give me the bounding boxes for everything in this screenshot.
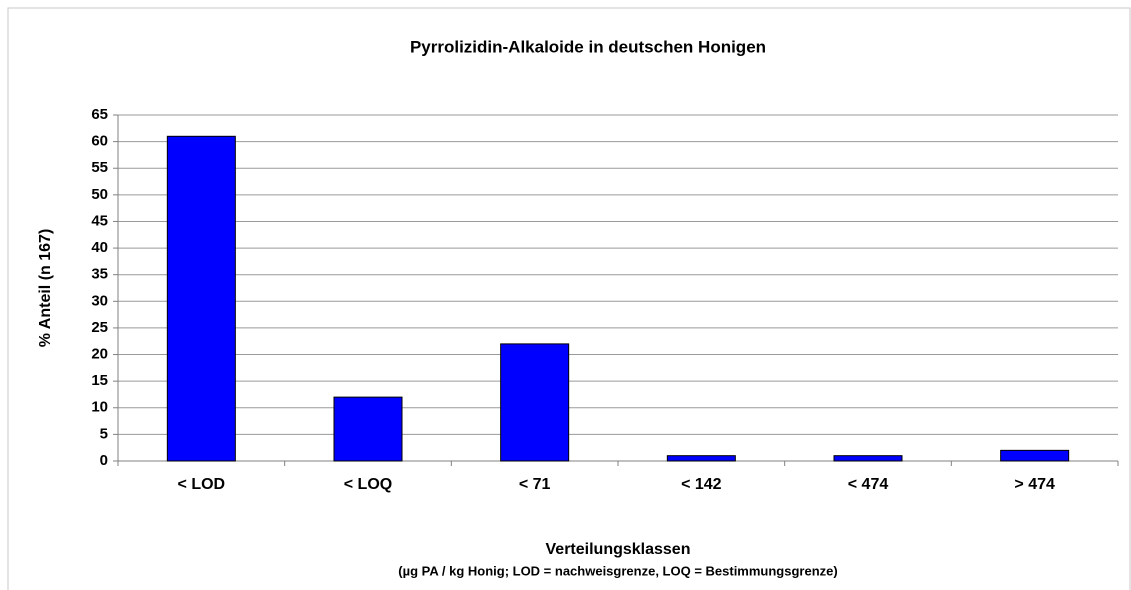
y-axis-label: % Anteil (n 167) bbox=[37, 229, 54, 348]
x-tick-label: < 142 bbox=[681, 476, 722, 493]
y-tick-label: 55 bbox=[91, 159, 108, 176]
x-tick-label: < 474 bbox=[848, 476, 889, 493]
y-tick-label: 5 bbox=[100, 425, 108, 442]
x-axis-label: Verteilungsklassen bbox=[546, 541, 691, 558]
x-tick-label: < LOQ bbox=[344, 476, 392, 493]
y-tick-label: 50 bbox=[91, 186, 108, 203]
y-tick-label: 40 bbox=[91, 239, 108, 256]
bar bbox=[833, 455, 903, 462]
chart-frame bbox=[7, 7, 1131, 590]
y-tick-label: 15 bbox=[91, 372, 108, 389]
y-tick-label: 20 bbox=[91, 346, 108, 363]
y-tick-label: 35 bbox=[91, 266, 108, 283]
bar bbox=[666, 455, 736, 462]
bar bbox=[1000, 449, 1070, 462]
x-tick-label: < LOD bbox=[178, 476, 226, 493]
y-tick-label: 10 bbox=[91, 399, 108, 416]
bar bbox=[500, 343, 570, 462]
x-axis-sublabel: (µg PA / kg Honig; LOD = nachweisgrenze,… bbox=[398, 563, 837, 578]
bar bbox=[333, 396, 403, 462]
bar bbox=[166, 135, 236, 462]
y-tick-label: 30 bbox=[91, 292, 108, 309]
y-tick-label: 25 bbox=[91, 319, 108, 336]
x-tick-label: < 71 bbox=[519, 476, 551, 493]
y-tick-label: 0 bbox=[100, 452, 108, 469]
y-tick-label: 60 bbox=[91, 133, 108, 150]
x-tick-label: > 474 bbox=[1014, 476, 1055, 493]
y-tick-label: 65 bbox=[91, 106, 108, 123]
chart-title: Pyrrolizidin-Alkaloide in deutschen Honi… bbox=[410, 37, 766, 56]
y-tick-label: 45 bbox=[91, 212, 108, 229]
